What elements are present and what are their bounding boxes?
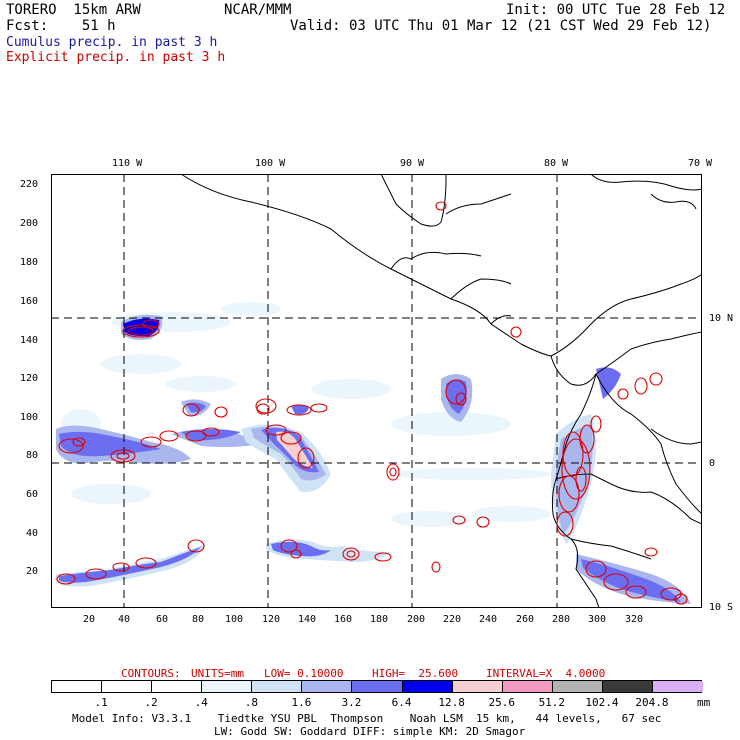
lon-label-100w: 100 W xyxy=(255,158,286,169)
legend-unit: mm xyxy=(697,696,711,709)
legend-swatch xyxy=(502,681,553,692)
contour-high: HIGH= 25.600 xyxy=(372,667,459,680)
legend-label: 12.8 xyxy=(438,696,465,709)
legend-swatch xyxy=(552,681,603,692)
field-cumulus-label: Cumulus precip. in past 3 h xyxy=(6,35,218,50)
y-tick-20: 20 xyxy=(26,566,39,577)
y-tick-200: 200 xyxy=(20,218,39,229)
lon-label-110w: 110 W xyxy=(112,158,143,169)
organization: NCAR/MMM xyxy=(224,2,292,18)
contour-low: LOW= 0.10000 xyxy=(264,667,344,680)
model-info: Model Info: V3.3.1 Tiedtke YSU PBL Thomp… xyxy=(72,712,662,725)
y-tick-160: 160 xyxy=(20,296,39,307)
x-tick-260: 260 xyxy=(516,614,535,625)
legend-swatch xyxy=(602,681,653,692)
legend-label: 51.2 xyxy=(538,696,566,709)
legend-label: .8 xyxy=(244,696,258,709)
map-frame xyxy=(51,174,702,608)
precip-map xyxy=(51,174,702,608)
model-physics: LW: Godd SW: Goddard DIFF: simple KM: 2D… xyxy=(214,725,526,738)
y-tick-120: 120 xyxy=(20,373,39,384)
lat-label-0: 0 xyxy=(709,458,716,469)
color-legend xyxy=(51,680,703,693)
legend-label: 204.8 xyxy=(635,696,669,709)
lon-label-80w: 80 W xyxy=(544,158,569,169)
y-tick-180: 180 xyxy=(20,257,39,268)
legend-swatch xyxy=(302,681,353,692)
x-tick-100: 100 xyxy=(225,614,244,625)
legend-swatch xyxy=(652,681,703,692)
y-tick-60: 60 xyxy=(26,489,39,500)
legend-swatch xyxy=(202,681,253,692)
contour-interval: INTERVAL=X 4.0000 xyxy=(486,667,606,680)
explicit-precip-contours xyxy=(56,201,688,605)
lon-label-70w: 70 W xyxy=(688,158,713,169)
x-tick-20: 20 xyxy=(83,614,96,625)
x-tick-180: 180 xyxy=(370,614,389,625)
x-tick-60: 60 xyxy=(156,614,169,625)
lat-label-10s: 10 S xyxy=(709,602,734,613)
x-tick-220: 220 xyxy=(443,614,462,625)
legend-label: 102.4 xyxy=(585,696,619,709)
forecast-hour: Fcst: 51 h xyxy=(6,18,116,34)
legend-label: .2 xyxy=(144,696,158,709)
lat-lon-grid xyxy=(51,174,702,608)
legend-swatch xyxy=(152,681,203,692)
field-explicit-label: Explicit precip. in past 3 h xyxy=(6,50,226,65)
legend-label: .4 xyxy=(194,696,208,709)
lat-label-10n: 10 N xyxy=(709,313,734,324)
contour-units: UNITS=mm xyxy=(191,667,244,680)
x-tick-200: 200 xyxy=(407,614,426,625)
legend-label: 25.6 xyxy=(488,696,515,709)
x-tick-160: 160 xyxy=(334,614,353,625)
model-title: TORERO 15km ARW xyxy=(6,2,141,18)
valid-time: Valid: 03 UTC Thu 01 Mar 12 (21 CST Wed … xyxy=(290,18,712,34)
x-tick-280: 280 xyxy=(552,614,571,625)
x-tick-300: 300 xyxy=(588,614,607,625)
legend-swatch xyxy=(102,681,153,692)
y-tick-80: 80 xyxy=(26,450,39,461)
y-tick-140: 140 xyxy=(20,335,39,346)
legend-label: 6.4 xyxy=(391,696,412,709)
legend-swatch xyxy=(52,681,103,692)
contour-label: CONTOURS: xyxy=(121,667,181,680)
legend-swatch xyxy=(452,681,503,692)
x-tick-40: 40 xyxy=(118,614,131,625)
lon-label-90w: 90 W xyxy=(400,158,425,169)
y-tick-40: 40 xyxy=(26,528,39,539)
y-tick-100: 100 xyxy=(20,412,39,423)
legend-label: 3.2 xyxy=(341,696,362,709)
coastlines xyxy=(180,174,702,608)
legend-swatch xyxy=(252,681,303,692)
x-tick-120: 120 xyxy=(262,614,281,625)
x-tick-320: 320 xyxy=(625,614,644,625)
init-time: Init: 00 UTC Tue 28 Feb 12 xyxy=(506,2,726,18)
legend-label: .1 xyxy=(94,696,108,709)
legend-swatch xyxy=(402,681,453,692)
y-tick-220: 220 xyxy=(20,179,39,190)
legend-swatch xyxy=(352,681,403,692)
x-tick-80: 80 xyxy=(192,614,205,625)
x-tick-140: 140 xyxy=(298,614,317,625)
x-tick-240: 240 xyxy=(479,614,498,625)
legend-label: 1.6 xyxy=(291,696,312,709)
